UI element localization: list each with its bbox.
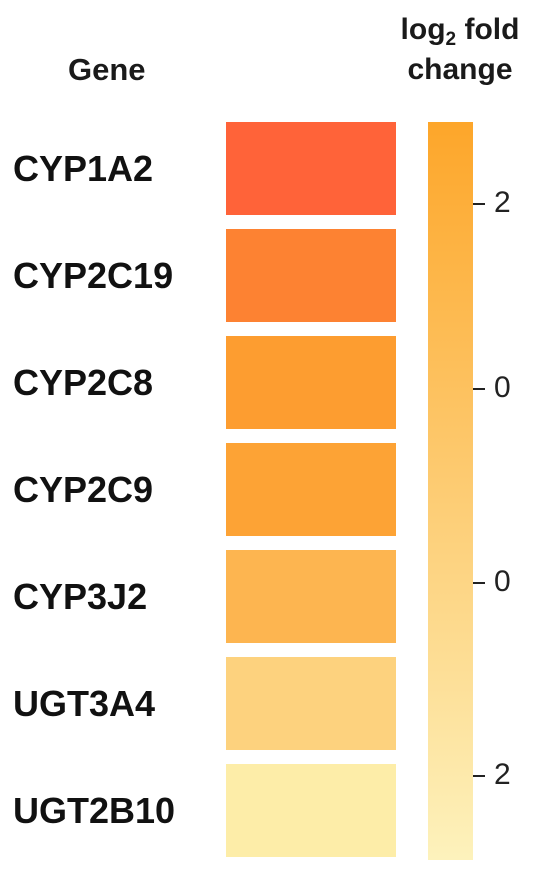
heatmap-cell-cyp1a2 xyxy=(226,122,396,215)
colorbar-tick-mark xyxy=(473,775,485,777)
gene-label-ugt2b10: UGT2B10 xyxy=(13,789,176,831)
colorbar-tick-mark xyxy=(473,388,485,390)
heatmap-cell-cyp2c9 xyxy=(226,443,396,536)
colorbar-tick-label: 2 xyxy=(494,758,511,791)
heatmap-cell-cyp3j2 xyxy=(226,550,396,643)
colorbar xyxy=(428,122,473,860)
colorbar-title-line2: change xyxy=(407,53,513,86)
row-header: Gene xyxy=(68,52,146,87)
colorbar-title: log2 fold change xyxy=(372,10,548,90)
gene-label-ugt3a4: UGT3A4 xyxy=(13,682,156,724)
colorbar-tick-label: 0 xyxy=(494,565,511,598)
heatmap-cell-ugt2b10 xyxy=(226,764,396,857)
gene-label-cyp2c8: CYP2C8 xyxy=(13,361,154,403)
colorbar-tick-label: 0 xyxy=(494,371,511,404)
gene-label-cyp2c9: CYP2C9 xyxy=(13,468,154,510)
colorbar-title-log: log xyxy=(400,13,446,46)
gene-label-cyp1a2: CYP1A2 xyxy=(13,147,154,189)
colorbar-tick-mark xyxy=(473,203,485,205)
heatmap-cell-cyp2c19 xyxy=(226,229,396,322)
heatmap-cell-ugt3a4 xyxy=(226,657,396,750)
colorbar-tick-label: 2 xyxy=(494,186,511,219)
colorbar-tick-mark xyxy=(473,582,485,584)
colorbar-title-subscript: 2 xyxy=(445,29,457,50)
gene-label-cyp2c19: CYP2C19 xyxy=(13,254,174,296)
heatmap-cell-cyp2c8 xyxy=(226,336,396,429)
colorbar-title-fold: fold xyxy=(456,13,520,46)
gene-label-cyp3j2: CYP3J2 xyxy=(13,575,148,617)
